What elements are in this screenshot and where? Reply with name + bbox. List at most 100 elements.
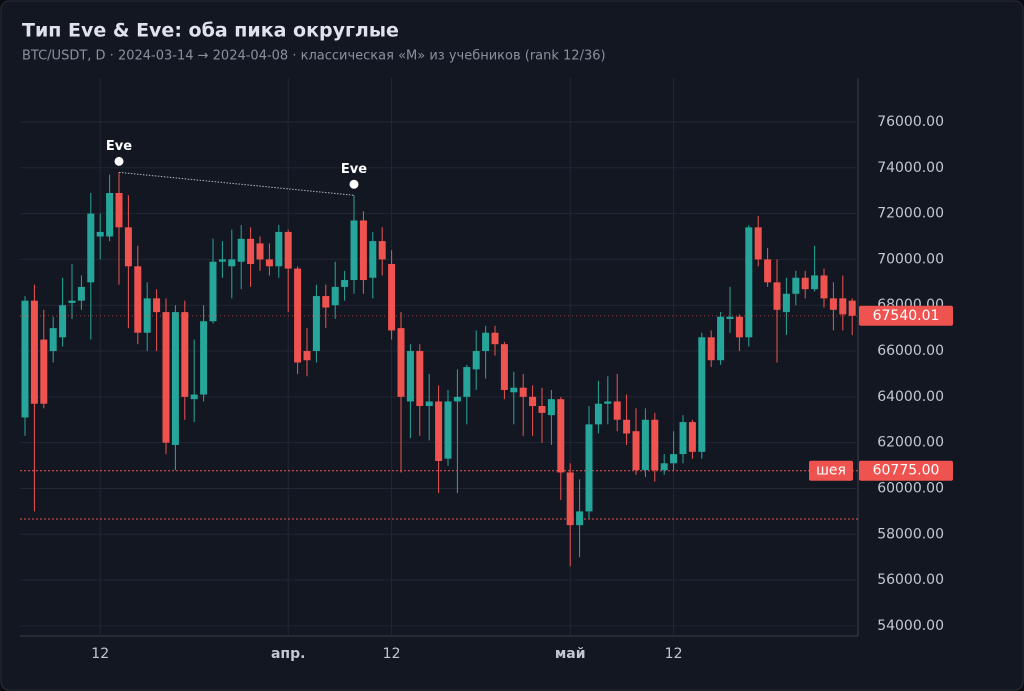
level-name-box — [809, 460, 853, 481]
candle-body — [529, 396, 537, 407]
candle-body — [482, 332, 490, 352]
candle-body — [519, 387, 527, 397]
candle-body — [801, 277, 809, 290]
candle-body — [331, 286, 339, 306]
level-name: шея — [816, 463, 846, 479]
candle-body — [566, 472, 574, 526]
y-tick-label: 62000.00 — [877, 435, 944, 451]
peak-marker — [349, 179, 359, 189]
peak-label: Eve — [106, 139, 132, 154]
y-tick-label: 56000.00 — [877, 572, 944, 588]
candle-body — [322, 296, 330, 308]
candle-body — [688, 422, 696, 452]
candle-body — [576, 511, 584, 526]
candle-body — [726, 316, 734, 319]
candle-body — [820, 275, 828, 299]
level-price-box — [859, 460, 953, 481]
candle-body — [153, 298, 161, 313]
candle-body — [829, 298, 837, 310]
candle-body — [632, 431, 640, 471]
candle-body — [698, 337, 706, 452]
candle-body — [472, 351, 480, 370]
candle-body — [547, 399, 555, 416]
last-price-box — [859, 305, 953, 326]
candle-body — [115, 192, 123, 228]
candle-body — [717, 316, 725, 361]
candle-body — [397, 328, 405, 397]
candle-body — [40, 339, 48, 404]
candle-body — [303, 351, 311, 361]
candle-body — [341, 280, 349, 287]
candle-body — [284, 231, 292, 269]
x-tick-label: май — [555, 646, 586, 662]
candle-body — [764, 259, 772, 283]
candle-body — [425, 401, 433, 407]
candle-body — [106, 192, 114, 237]
candle-body — [312, 296, 320, 352]
candle-body — [256, 243, 264, 260]
candle-body — [623, 419, 631, 434]
candle-body — [585, 424, 593, 512]
candle-body — [388, 264, 396, 331]
candle-body — [49, 328, 57, 352]
candle-body — [181, 312, 189, 397]
candle-body — [453, 396, 461, 402]
x-tick-label: 12 — [383, 646, 401, 662]
last-price-label: 67540.01 — [873, 308, 940, 324]
candle-body — [171, 312, 179, 445]
candle-body — [247, 238, 255, 264]
peak-link — [118, 171, 355, 196]
candle-body — [811, 275, 819, 290]
candle-body — [660, 463, 668, 471]
candle-body — [369, 241, 377, 278]
y-tick-label: 72000.00 — [877, 206, 944, 222]
candle-body — [200, 321, 208, 395]
candle-body — [510, 387, 518, 393]
y-tick-label: 76000.00 — [877, 114, 944, 130]
level-price: 60775.00 — [873, 463, 940, 479]
candle-body — [77, 286, 85, 301]
candle-body — [209, 261, 217, 322]
candle-body — [68, 300, 76, 303]
candle-body — [275, 231, 283, 267]
candle-body — [134, 266, 142, 333]
x-tick-label: 12 — [665, 646, 683, 662]
candle-body — [679, 422, 687, 455]
candle-body — [237, 238, 245, 262]
candle-body — [96, 231, 104, 237]
chart-title: Тип Eve & Eve: оба пика округлые — [22, 20, 399, 42]
candle-body — [773, 282, 781, 310]
candle-body — [416, 351, 424, 407]
peak-label: Eve — [341, 162, 367, 177]
y-tick-label: 60000.00 — [877, 480, 944, 496]
y-tick-label: 64000.00 — [877, 389, 944, 405]
y-tick-label: 70000.00 — [877, 251, 944, 267]
candle-body — [613, 401, 621, 420]
candle-body — [435, 401, 443, 461]
candle-body — [557, 399, 565, 473]
candle-body — [641, 419, 649, 471]
candle-body — [87, 213, 95, 283]
candle-body — [294, 268, 302, 363]
candle-body — [848, 300, 856, 316]
candle-body — [265, 259, 273, 267]
candle-body — [782, 293, 790, 313]
candle-body — [378, 241, 386, 260]
candle-body — [359, 220, 367, 281]
candle-body — [839, 298, 847, 315]
candle-body — [594, 403, 602, 425]
candle-body — [500, 344, 508, 390]
candle-body — [143, 298, 151, 333]
candle-body — [707, 337, 715, 361]
candle-body — [538, 406, 546, 413]
candle-body — [124, 227, 132, 267]
y-tick-label: 74000.00 — [877, 160, 944, 176]
candle-body — [218, 259, 226, 262]
chart-subtitle: BTC/USDT, D · 2024-03-14 → 2024-04-08 · … — [22, 49, 606, 64]
y-tick-label: 66000.00 — [877, 343, 944, 359]
candle-body — [190, 394, 198, 400]
y-tick-label: 58000.00 — [877, 526, 944, 542]
candle-body — [463, 367, 471, 397]
